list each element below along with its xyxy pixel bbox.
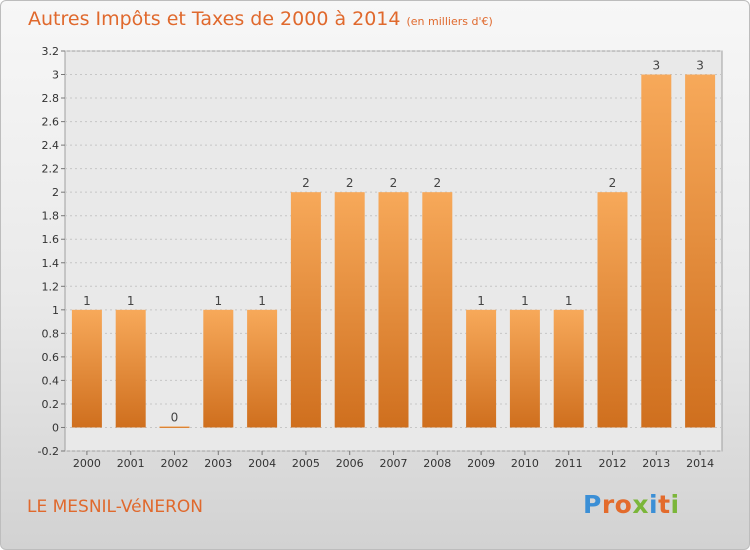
data-label-2010: 1: [521, 294, 529, 308]
data-label-2014: 3: [696, 59, 704, 73]
chart-subtitle: (en milliers d'€): [406, 15, 493, 28]
y-tick-label: 2: [52, 186, 59, 199]
x-tick-label-2002: 2002: [161, 457, 189, 470]
data-label-2011: 1: [565, 294, 573, 308]
x-tick-label-2006: 2006: [336, 457, 364, 470]
logo-letter: P: [583, 490, 602, 519]
y-tick-label: 3.2: [42, 45, 60, 58]
y-tick-label: 0.4: [42, 374, 60, 387]
proxiti-logo: Proxiti: [583, 490, 680, 519]
x-axis: 2000 2001 2002 2003 2004 2005 2006 2007 2008 2009…: [73, 451, 714, 470]
x-tick-label-2013: 2013: [642, 457, 670, 470]
y-tick-label: 3: [52, 69, 59, 82]
bar-2008: [422, 192, 453, 428]
data-label-2008: 2: [433, 176, 441, 190]
y-tick-label: 0.6: [42, 351, 60, 364]
bar-2004: [247, 309, 278, 428]
x-tick-label-2004: 2004: [248, 457, 276, 470]
bar-2006: [334, 192, 365, 428]
data-label-2002: 0: [171, 410, 179, 424]
x-tick-label-2001: 2001: [117, 457, 145, 470]
x-tick-label-2007: 2007: [380, 457, 408, 470]
logo-letter: o: [614, 490, 633, 519]
x-tick-label-2011: 2011: [555, 457, 583, 470]
y-tick-label: 2.4: [42, 139, 60, 152]
x-tick-label-2012: 2012: [599, 457, 627, 470]
data-label-2005: 2: [302, 176, 310, 190]
bar-2000: [71, 309, 102, 428]
bar-2003: [203, 309, 234, 428]
logo-letter: r: [601, 490, 615, 519]
data-label-2003: 1: [214, 294, 222, 308]
data-label-2007: 2: [390, 176, 398, 190]
x-tick-label-2008: 2008: [423, 457, 451, 470]
bar-2012: [597, 192, 628, 428]
x-tick-label-2014: 2014: [686, 457, 714, 470]
bar-2001: [115, 309, 146, 428]
data-labels: 1 1 0 1 1 2 2 2 2 1 1 1 2 3 3: [83, 59, 704, 425]
x-tick-label-2003: 2003: [204, 457, 232, 470]
y-tick-label: 1.8: [42, 210, 60, 223]
data-label-2001: 1: [127, 294, 135, 308]
y-tick-label: 2.6: [42, 116, 60, 129]
bars: [71, 74, 716, 428]
bar-2009: [466, 309, 497, 428]
x-tick-label-2005: 2005: [292, 457, 320, 470]
x-tick-label-2010: 2010: [511, 457, 539, 470]
y-tick-label: 1.4: [42, 257, 60, 270]
data-label-2004: 1: [258, 294, 266, 308]
y-tick-label: 2.8: [42, 92, 60, 105]
data-label-2000: 1: [83, 294, 91, 308]
y-tick-label: 1.6: [42, 233, 60, 246]
logo-letter: i: [670, 490, 680, 519]
y-tick-label: 2.2: [42, 163, 60, 176]
data-label-2006: 2: [346, 176, 354, 190]
data-label-2009: 1: [477, 294, 485, 308]
bar-2005: [290, 192, 321, 428]
bar-2010: [509, 309, 540, 428]
town-name: LE MESNIL-VéNERON: [27, 497, 203, 517]
bar-2013: [641, 74, 672, 428]
y-tick-label: 1: [52, 304, 59, 317]
x-tick-label-2009: 2009: [467, 457, 495, 470]
logo-letter: i: [649, 490, 659, 519]
y-tick-label: 0.8: [42, 327, 60, 340]
y-tick-label: 0.2: [42, 398, 60, 411]
bar-2011: [553, 309, 584, 428]
bar-2014: [685, 74, 716, 428]
y-tick-label: -0.2: [38, 445, 59, 458]
x-tick-label-2000: 2000: [73, 457, 101, 470]
y-axis: 3.2 3 2.8 2.6 2.4 2.2 2 1.8 1.6 1.4 1.2 1 0.8 0.6 0.4 0…: [38, 45, 65, 458]
data-label-2013: 3: [652, 59, 660, 73]
data-label-2012: 2: [609, 176, 617, 190]
logo-letter: x: [632, 490, 649, 519]
logo-letter: t: [658, 490, 671, 519]
y-tick-label: 0: [52, 421, 59, 434]
bar-2002: [159, 426, 190, 428]
chart-title: Autres Impôts et Taxes de 2000 à 2014 (en…: [28, 8, 493, 30]
y-tick-label: 1.2: [42, 280, 60, 293]
chart-title-text: Autres Impôts et Taxes de 2000 à 2014: [28, 8, 401, 30]
bar-2007: [378, 192, 409, 428]
